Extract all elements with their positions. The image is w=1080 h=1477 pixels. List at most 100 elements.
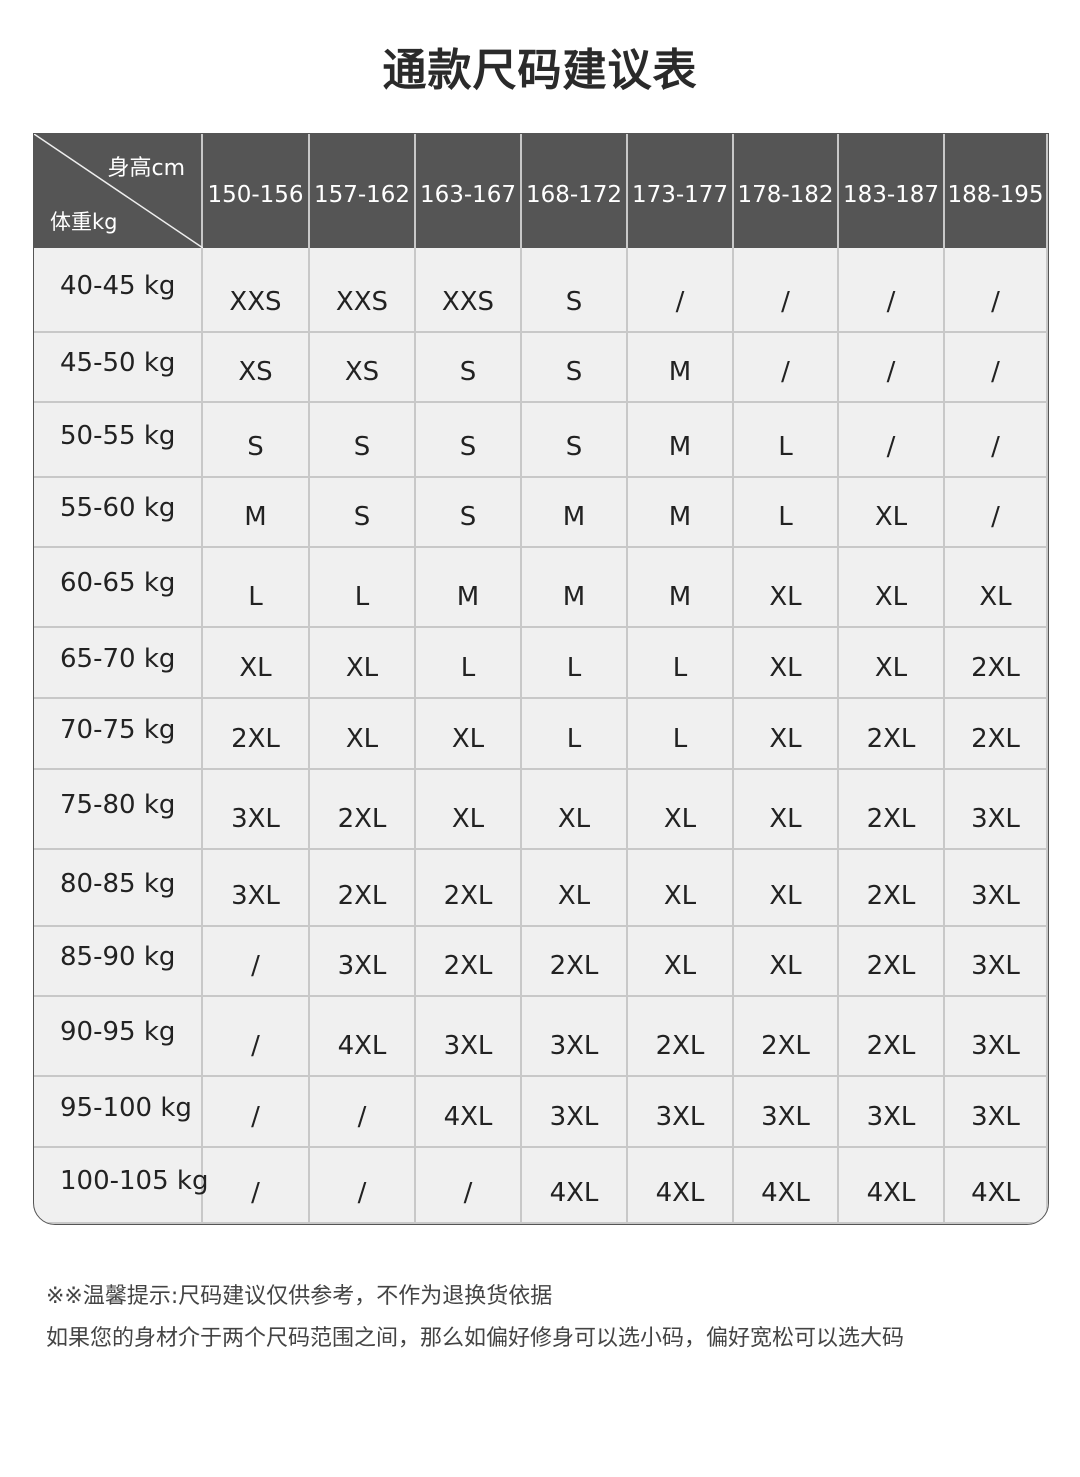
- size-cell: 2XL: [310, 850, 416, 927]
- size-cell: XL: [522, 770, 628, 850]
- size-cell: XS: [203, 333, 310, 403]
- size-cell: L: [734, 478, 839, 548]
- corner-header-cell: 身高cm 体重kg: [34, 134, 203, 248]
- size-cell: L: [628, 628, 734, 699]
- row-header-weight: 40-45 kg: [34, 248, 203, 333]
- size-cell: 2XL: [945, 628, 1048, 699]
- column-header-height: 173-177: [628, 134, 734, 248]
- size-cell: 2XL: [310, 770, 416, 850]
- size-cell: 2XL: [416, 927, 522, 997]
- size-cell: 3XL: [945, 1077, 1048, 1148]
- column-header-height: 150-156: [203, 134, 310, 248]
- size-cell: XL: [734, 699, 839, 770]
- size-cell: 2XL: [945, 699, 1048, 770]
- size-cell: 3XL: [416, 997, 522, 1077]
- row-header-weight: 100-105 kg: [34, 1148, 208, 1224]
- size-cell: /: [203, 927, 310, 997]
- size-cell: L: [522, 628, 628, 699]
- size-cell: XL: [839, 478, 945, 548]
- size-cell: 2XL: [734, 997, 839, 1077]
- weight-axis-label: 体重kg: [50, 210, 118, 234]
- size-cell: 3XL: [522, 1077, 628, 1148]
- column-header-height: 163-167: [416, 134, 522, 248]
- row-header-weight: 90-95 kg: [34, 997, 203, 1077]
- row-header-weight: 50-55 kg: [34, 403, 203, 478]
- size-cell: XXS: [310, 248, 416, 333]
- size-cell: 4XL: [628, 1148, 734, 1224]
- size-cell: 2XL: [839, 997, 945, 1077]
- size-cell: 3XL: [945, 850, 1048, 927]
- size-cell: XL: [839, 628, 945, 699]
- size-cell: XL: [522, 850, 628, 927]
- size-cell: XL: [734, 850, 839, 927]
- size-cell: /: [628, 248, 734, 333]
- size-cell: XL: [734, 770, 839, 850]
- size-cell: L: [310, 548, 416, 628]
- size-cell: 3XL: [203, 850, 310, 927]
- size-cell: 2XL: [839, 850, 945, 927]
- size-cell: S: [522, 333, 628, 403]
- size-cell: 2XL: [839, 927, 945, 997]
- size-cell: L: [416, 628, 522, 699]
- column-header-height: 188-195: [945, 134, 1048, 248]
- size-cell: /: [945, 478, 1048, 548]
- size-cell: L: [734, 403, 839, 478]
- size-cell: 3XL: [310, 927, 416, 997]
- size-cell: M: [628, 403, 734, 478]
- size-cell: 3XL: [522, 997, 628, 1077]
- size-cell: S: [416, 333, 522, 403]
- size-cell: S: [522, 248, 628, 333]
- size-cell: /: [945, 248, 1048, 333]
- size-cell: 4XL: [945, 1148, 1048, 1224]
- size-cell: 4XL: [734, 1148, 839, 1224]
- size-cell: XL: [628, 770, 734, 850]
- size-cell: /: [945, 333, 1048, 403]
- size-cell: L: [203, 548, 310, 628]
- size-cell: XL: [945, 548, 1048, 628]
- column-header-height: 183-187: [839, 134, 945, 248]
- size-cell: 4XL: [839, 1148, 945, 1224]
- size-table: 身高cm 体重kg 150-156 157-162 163-167 168-172 17…: [33, 133, 1049, 1225]
- size-cell: 3XL: [945, 997, 1048, 1077]
- size-cell: S: [310, 478, 416, 548]
- size-cell: XL: [416, 770, 522, 850]
- size-cell: M: [416, 548, 522, 628]
- size-cell: /: [203, 1077, 310, 1148]
- size-cell: 3XL: [945, 770, 1048, 850]
- row-header-weight: 75-80 kg: [34, 770, 203, 850]
- size-cell: XL: [839, 548, 945, 628]
- size-cell: 4XL: [522, 1148, 628, 1224]
- diagonal-divider: [34, 134, 203, 248]
- size-cell: M: [522, 478, 628, 548]
- height-axis-label: 身高cm: [107, 156, 185, 181]
- size-cell: XL: [416, 699, 522, 770]
- size-cell: XXS: [416, 248, 522, 333]
- row-header-weight: 55-60 kg: [34, 478, 203, 548]
- size-cell: /: [734, 333, 839, 403]
- page-title: 通款尺码建议表: [382, 45, 698, 96]
- column-header-height: 157-162: [310, 134, 416, 248]
- row-header-weight: 80-85 kg: [34, 850, 203, 927]
- size-cell: L: [522, 699, 628, 770]
- size-cell: M: [628, 548, 734, 628]
- row-header-weight: 95-100 kg: [34, 1077, 203, 1148]
- size-cell: 2XL: [416, 850, 522, 927]
- size-cell: 3XL: [839, 1077, 945, 1148]
- size-cell: XL: [310, 699, 416, 770]
- size-cell: 2XL: [839, 770, 945, 850]
- size-cell: M: [628, 478, 734, 548]
- size-cell: XL: [734, 548, 839, 628]
- size-cell: L: [628, 699, 734, 770]
- tip-note: ※※温馨提示:尺码建议仅供参考，不作为退换货依据: [46, 1284, 553, 1309]
- size-cell: /: [310, 1077, 416, 1148]
- row-header-weight: 60-65 kg: [34, 548, 203, 628]
- size-cell: 3XL: [945, 927, 1048, 997]
- size-cell: /: [839, 403, 945, 478]
- size-cell: S: [203, 403, 310, 478]
- size-cell: 3XL: [203, 770, 310, 850]
- size-cell: XL: [734, 927, 839, 997]
- size-cell: 2XL: [203, 699, 310, 770]
- column-header-height: 178-182: [734, 134, 839, 248]
- size-cell: 2XL: [628, 997, 734, 1077]
